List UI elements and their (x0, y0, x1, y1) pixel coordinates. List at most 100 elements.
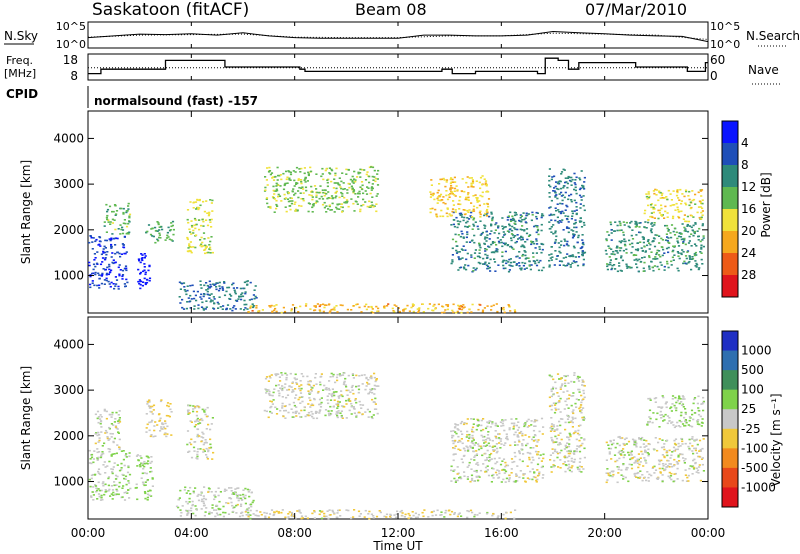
velocity-cell (563, 456, 566, 458)
velocity-cell (670, 406, 673, 408)
power-cell (272, 185, 275, 188)
velocity-cell (115, 411, 118, 414)
velocity-cell (698, 410, 701, 412)
velocity-cell (527, 418, 530, 421)
velocity-cell (683, 425, 686, 427)
power-cell (582, 204, 585, 207)
velocity-cell (678, 396, 681, 399)
velocity-cell (377, 385, 380, 387)
velocity-cell (238, 515, 242, 518)
velocity-cell (471, 437, 474, 439)
power-cell (618, 240, 621, 243)
velocity-cell (193, 407, 197, 409)
velocity-cell (681, 453, 684, 456)
power-cell (359, 186, 362, 188)
power-cell (702, 235, 705, 237)
velocity-cell (554, 402, 558, 405)
velocity-ytick-label: 4000 (53, 337, 84, 351)
velocity-cell (338, 373, 341, 375)
power-cell (521, 229, 524, 231)
power-cell (556, 197, 559, 200)
power-cell (482, 257, 485, 260)
power-cell (139, 273, 142, 275)
velocity-cell (269, 410, 272, 413)
power-cell (249, 307, 252, 309)
velocity-cell (350, 402, 353, 405)
power-cell (127, 208, 130, 210)
velocity-cell (698, 464, 701, 466)
velocity-cell (293, 377, 296, 379)
velocity-cell (144, 497, 147, 500)
velocity-cell (567, 397, 570, 400)
velocity-cell (567, 382, 570, 384)
velocity-cell (195, 414, 198, 417)
velocity-cell (292, 513, 295, 516)
velocity-cell (552, 452, 555, 454)
power-cbar-cell (722, 187, 738, 210)
velocity-cell (188, 450, 191, 453)
power-cell (329, 310, 332, 312)
power-cell (211, 199, 214, 202)
velocity-cell (200, 436, 203, 438)
velocity-cell (482, 463, 485, 465)
power-cell (581, 251, 584, 254)
power-cell (561, 203, 564, 205)
velocity-cell (116, 475, 119, 478)
power-cell (501, 245, 504, 248)
power-cell (494, 223, 497, 226)
velocity-cell (470, 468, 473, 470)
velocity-cell (307, 390, 310, 392)
velocity-cell (325, 388, 328, 391)
power-cell (111, 222, 114, 224)
velocity-cell (692, 402, 695, 405)
velocity-cell (681, 440, 684, 443)
power-cell (504, 242, 507, 245)
power-cell (111, 210, 114, 213)
power-cell (449, 178, 452, 181)
velocity-cell (695, 471, 698, 473)
velocity-cell (633, 440, 636, 443)
power-cell (667, 246, 670, 249)
velocity-cell (242, 493, 245, 496)
velocity-cell (660, 446, 664, 449)
velocity-cell (635, 444, 638, 446)
power-cell (564, 240, 567, 242)
power-cell (606, 268, 609, 271)
power-cell (272, 179, 276, 181)
power-cell (166, 231, 169, 234)
power-cell (210, 226, 213, 228)
velocity-cell (401, 512, 404, 514)
velocity-cell (570, 380, 573, 383)
velocity-cell (694, 439, 697, 441)
velocity-cell (466, 510, 469, 512)
velocity-cell (553, 450, 557, 453)
power-cell (252, 294, 255, 296)
velocity-cell (533, 425, 536, 427)
velocity-cell (338, 509, 341, 511)
power-cell (693, 253, 696, 255)
power-cell (114, 252, 117, 255)
power-cell (643, 256, 646, 258)
power-cell (215, 286, 218, 288)
power-cell (566, 253, 569, 255)
power-cell (535, 252, 538, 254)
power-cell (620, 270, 623, 272)
velocity-cell (97, 493, 101, 495)
power-cell (470, 311, 473, 313)
velocity-cell (326, 395, 329, 397)
velocity-cell (97, 470, 100, 473)
power-cell (701, 263, 704, 265)
velocity-cell (457, 441, 460, 443)
power-cell (206, 212, 209, 214)
power-cell (485, 240, 488, 242)
velocity-cell (108, 426, 111, 429)
velocity-cell (202, 433, 205, 435)
power-cell (530, 241, 533, 244)
velocity-cell (270, 400, 273, 403)
power-cell (485, 230, 488, 233)
velocity-cell (152, 404, 156, 407)
velocity-cell (532, 436, 535, 438)
power-cell (312, 204, 315, 207)
power-cell (470, 182, 473, 185)
power-cell (650, 223, 653, 225)
